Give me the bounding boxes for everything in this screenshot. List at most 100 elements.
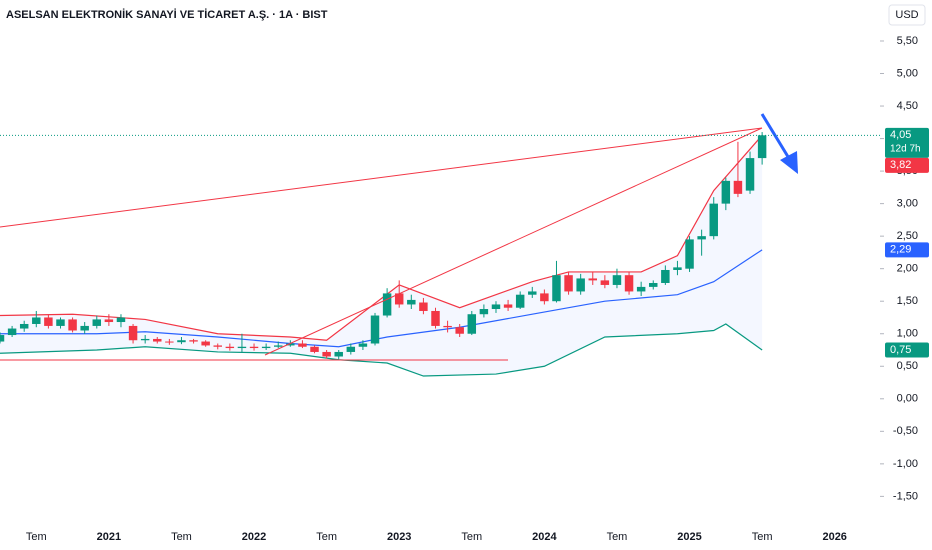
x-tick-label: 2024 (532, 531, 557, 543)
candle-body (286, 343, 295, 346)
candle-body (56, 319, 65, 326)
candle-body (757, 135, 767, 159)
candle-body (249, 346, 259, 349)
candle-body (552, 275, 561, 302)
candle-body (515, 294, 525, 308)
candle-body (491, 304, 501, 310)
candle-body (68, 319, 77, 331)
candle-body (479, 309, 489, 315)
candle-body (503, 304, 513, 308)
x-tick-label: Tem (461, 531, 482, 543)
drawings (0, 113, 798, 361)
x-tick-label: Tem (26, 531, 47, 543)
plot-area (0, 132, 767, 377)
candle-body (443, 325, 452, 328)
y-tick-label: 1,50 (897, 295, 918, 307)
x-tick-label: Tem (316, 531, 337, 543)
y-tick-label: 5,50 (897, 35, 918, 47)
candle-body (673, 267, 682, 270)
candle-body (153, 338, 162, 342)
y-tick-label: 3,00 (897, 198, 918, 210)
candle-body (564, 275, 573, 292)
price-badge (885, 342, 929, 358)
candle-body (382, 293, 392, 316)
x-tick-label: 2021 (97, 531, 121, 543)
candle-body (431, 310, 440, 326)
candle-body (104, 319, 114, 323)
candle-body (128, 325, 138, 341)
candle-body (322, 351, 331, 357)
candle-body (44, 317, 53, 326)
y-tick-label: -1,50 (893, 490, 918, 502)
candle-body (116, 317, 126, 323)
candle-body (407, 299, 416, 305)
candle-body (189, 340, 198, 342)
candle-body (709, 203, 718, 237)
currency[interactable]: USD (895, 9, 918, 21)
x-tick-label: 2023 (387, 531, 411, 543)
candle-body (201, 341, 210, 346)
y-tick-label: 5,00 (897, 67, 918, 79)
currency-box[interactable] (888, 4, 926, 26)
x-tick-label: 2025 (677, 531, 701, 543)
candle-body (261, 346, 271, 349)
y-tick-label: 4,50 (897, 100, 918, 112)
candle-body (370, 315, 380, 344)
candle-body (334, 351, 343, 357)
x-tick-label: Tem (171, 531, 192, 543)
price-badge-label: 3,82 (890, 159, 911, 171)
candle-body (697, 236, 706, 240)
candle-body (0, 335, 5, 342)
trend-line (0, 127, 763, 228)
candle-body (177, 340, 186, 343)
y-tick-label: -0,50 (893, 425, 918, 437)
chart-title: ASELSAN ELEKTRONİK SANAYİ VE TİCARET A.Ş… (6, 8, 328, 21)
candle-body (624, 275, 634, 292)
candle-body (540, 293, 549, 302)
candle-body (661, 269, 670, 283)
candle-body (358, 343, 368, 347)
price-badge (885, 127, 929, 158)
candle-body (237, 346, 247, 349)
x-tick-label: Tem (752, 531, 773, 543)
y-tick-label: 2,50 (897, 230, 918, 242)
candle-body (310, 346, 319, 352)
trend-line (264, 127, 763, 356)
price-badge (885, 157, 929, 173)
arrow-head (780, 151, 798, 174)
y-tick-label: 0,50 (897, 360, 918, 372)
candle-body (298, 343, 307, 347)
candle-body (394, 293, 404, 305)
candle-body (636, 286, 646, 292)
x-tick-label: Tem (607, 531, 628, 543)
price-badge (885, 242, 929, 258)
candle-body (588, 278, 597, 281)
candle-body (745, 158, 755, 191)
candle-body (225, 346, 235, 349)
candle-body (7, 328, 17, 336)
y-tick-label: 1,00 (897, 328, 918, 340)
candle-body (19, 323, 29, 329)
band-line (0, 249, 763, 348)
candle-body (274, 345, 283, 347)
y-tick-label: 0,00 (897, 393, 918, 405)
price-badge-label: 2,29 (890, 244, 911, 256)
x-tick-label: 2022 (242, 531, 266, 543)
candle-body (165, 341, 174, 343)
y-tick-label: 2,00 (897, 263, 918, 275)
price-badge-sub: 12d 7h (890, 143, 921, 154)
candle-body (213, 345, 222, 347)
price-badge-label: 4,05 (890, 129, 911, 141)
y-tick-label: -1,00 (893, 458, 918, 470)
candle-body (685, 239, 694, 269)
arrow (760, 113, 792, 161)
candle-body (455, 327, 464, 334)
x-tick-label: 2026 (822, 531, 846, 543)
band-line (0, 323, 763, 377)
candle-body (140, 338, 150, 341)
candle-body (346, 346, 356, 352)
candle-body (600, 280, 610, 285)
candle-body (467, 314, 477, 334)
candle-body (92, 319, 102, 326)
